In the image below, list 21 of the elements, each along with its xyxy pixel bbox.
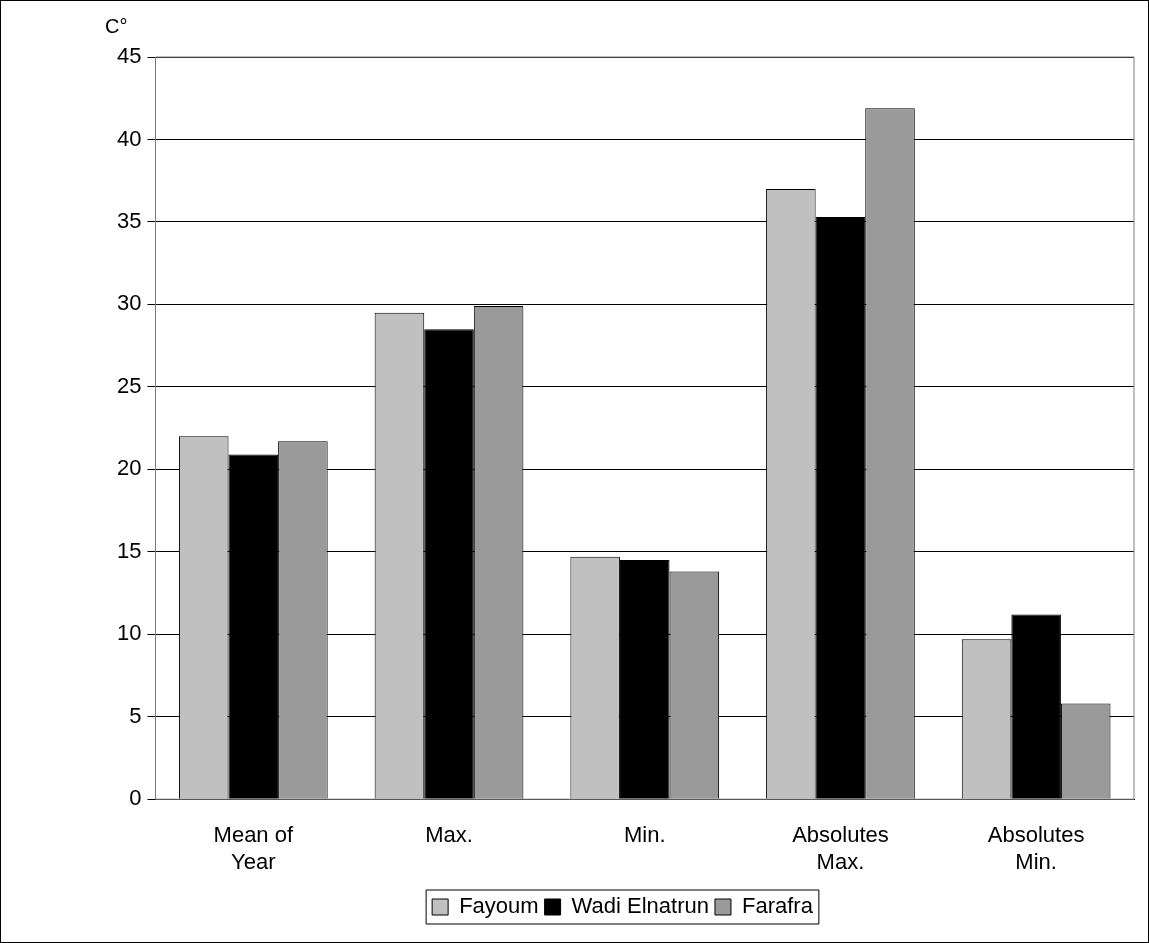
- legend-label: Farafra: [741, 893, 814, 919]
- x-tick-label: Max.: [425, 822, 473, 848]
- x-tick-label: Mean of Year: [213, 822, 294, 874]
- y-tick-label: 30: [116, 290, 142, 316]
- y-tick-label: 45: [116, 43, 142, 69]
- y-tick-label: 15: [116, 537, 142, 563]
- y-tick-label: 5: [129, 702, 142, 728]
- bar: [815, 216, 866, 799]
- bar: [228, 454, 279, 799]
- y-tick-label: 40: [116, 125, 142, 151]
- y-tick-label: 25: [116, 372, 142, 398]
- x-tick-label: Min.: [623, 822, 666, 848]
- y-axis-title: C°: [105, 14, 128, 37]
- y-tick-label: 10: [116, 620, 142, 646]
- x-tick-label: Absolutes Min.: [987, 822, 1085, 874]
- y-tick-label: 35: [116, 208, 142, 233]
- y-tick-label: 20: [116, 455, 142, 481]
- legend-label: Fayoum: [459, 893, 539, 919]
- legend-label: Wadi Elnatrun: [571, 893, 709, 919]
- x-tick-label: Absolutes Max.: [792, 822, 889, 874]
- y-tick-label: 0: [129, 785, 142, 811]
